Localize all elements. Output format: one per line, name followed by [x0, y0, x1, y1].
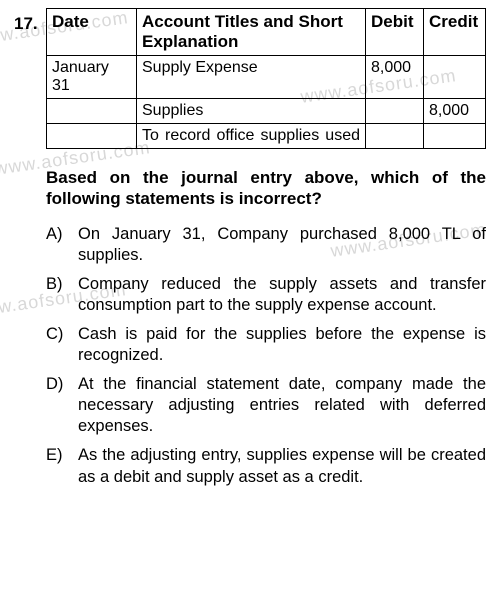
journal-table: Date Account Titles and Short Explanatio… [46, 8, 486, 149]
cell-debit: 8,000 [366, 56, 424, 99]
question-number: 17. [14, 8, 46, 34]
cell-date [47, 124, 137, 149]
col-debit: Debit [366, 9, 424, 56]
option-row: D)At the financial statement date, compa… [46, 374, 486, 437]
col-account: Account Titles and Short Explanation [137, 9, 366, 56]
question-body: Date Account Titles and Short Explanatio… [46, 8, 486, 149]
option-label: E) [46, 445, 78, 487]
cell-credit [424, 56, 486, 99]
option-label: D) [46, 374, 78, 437]
table-row: Supplies 8,000 [47, 99, 486, 124]
question-row: 17. Date Account Titles and Short Explan… [14, 8, 486, 149]
option-text: At the financial statement date, company… [78, 374, 486, 437]
col-credit: Credit [424, 9, 486, 56]
cell-date [47, 99, 137, 124]
option-label: B) [46, 274, 78, 316]
cell-account: To record office supplies used [137, 124, 366, 149]
cell-debit [366, 124, 424, 149]
cell-credit [424, 124, 486, 149]
cell-debit [366, 99, 424, 124]
table-header-row: Date Account Titles and Short Explanatio… [47, 9, 486, 56]
option-text: Company reduced the supply assets and tr… [78, 274, 486, 316]
option-row: C)Cash is paid for the supplies before t… [46, 324, 486, 366]
option-row: B)Company reduced the supply assets and … [46, 274, 486, 316]
option-text: On January 31, Company purchased 8,000 T… [78, 224, 486, 266]
col-date: Date [47, 9, 137, 56]
cell-account: Supply Expense [137, 56, 366, 99]
option-label: C) [46, 324, 78, 366]
cell-date: January 31 [47, 56, 137, 99]
option-row: A)On January 31, Company purchased 8,000… [46, 224, 486, 266]
table-row: To record office supplies used [47, 124, 486, 149]
cell-account: Supplies [137, 99, 366, 124]
question-text: Based on the journal entry above, which … [46, 167, 486, 210]
option-row: E)As the adjusting entry, supplies expen… [46, 445, 486, 487]
option-text: As the adjusting entry, supplies expense… [78, 445, 486, 487]
options-list: A)On January 31, Company purchased 8,000… [46, 224, 486, 488]
cell-credit: 8,000 [424, 99, 486, 124]
option-text: Cash is paid for the supplies before the… [78, 324, 486, 366]
option-label: A) [46, 224, 78, 266]
table-row: January 31Supply Expense8,000 [47, 56, 486, 99]
